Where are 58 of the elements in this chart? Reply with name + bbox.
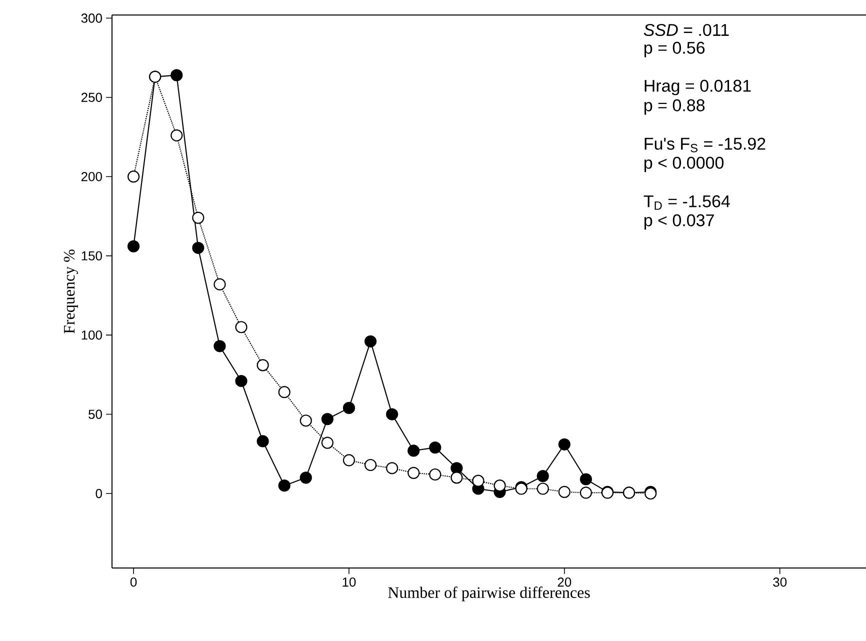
point	[429, 468, 442, 481]
point	[472, 474, 484, 487]
point	[386, 462, 398, 474]
y-tick-label: 200	[81, 172, 102, 182]
point	[278, 480, 290, 492]
point	[170, 129, 183, 142]
point	[494, 480, 506, 492]
annotation: p < 0.0000	[644, 156, 724, 172]
annotation: SSD = .011	[644, 24, 729, 36]
y-tick-label: 300	[81, 14, 102, 23]
x-tick-label: 0	[130, 578, 137, 587]
point	[235, 321, 248, 334]
point	[558, 486, 570, 498]
x-tick-label: 30	[773, 578, 787, 587]
point	[342, 402, 356, 414]
x-tick-label: 10	[342, 578, 356, 587]
point	[364, 458, 377, 472]
y-tick-label: 250	[81, 92, 102, 102]
point	[536, 470, 549, 482]
point	[536, 482, 549, 495]
point	[558, 438, 570, 450]
point	[300, 414, 312, 427]
y-axis-title: Frequency %	[64, 250, 78, 334]
y-tick-label: 50	[88, 410, 102, 419]
x-axis-title: Number of pairwise differences	[388, 586, 590, 602]
point	[214, 278, 226, 290]
annotation: T$_{D}$ = -1.564	[644, 195, 730, 210]
annotation: p = 0.88	[644, 99, 705, 115]
point	[192, 212, 204, 224]
x-tick-label: 20	[558, 578, 572, 587]
annotation: p < 0.037	[644, 214, 714, 230]
point	[364, 335, 377, 348]
point	[342, 454, 356, 466]
point	[408, 444, 420, 457]
point	[214, 340, 226, 352]
point	[192, 242, 204, 254]
y-tick-label: 150	[82, 251, 102, 260]
point	[408, 466, 420, 479]
point	[128, 240, 140, 252]
annotation: p = 0.56	[644, 42, 705, 58]
annotation: Hrag = 0.0181	[644, 80, 751, 96]
y-tick-label: 0	[96, 488, 102, 498]
point	[256, 359, 269, 372]
point	[580, 486, 592, 499]
annotation: Fu's F$_{S}$ = -15.92	[644, 138, 766, 152]
point	[300, 472, 312, 484]
y-tick-label: 100	[82, 330, 102, 340]
point	[386, 408, 398, 420]
point	[429, 442, 442, 454]
point	[321, 412, 334, 426]
point	[170, 69, 183, 82]
point	[128, 170, 140, 183]
point	[256, 435, 269, 448]
point	[278, 386, 290, 398]
point	[450, 472, 463, 484]
point	[235, 374, 248, 388]
point	[580, 473, 592, 486]
point	[321, 436, 334, 449]
